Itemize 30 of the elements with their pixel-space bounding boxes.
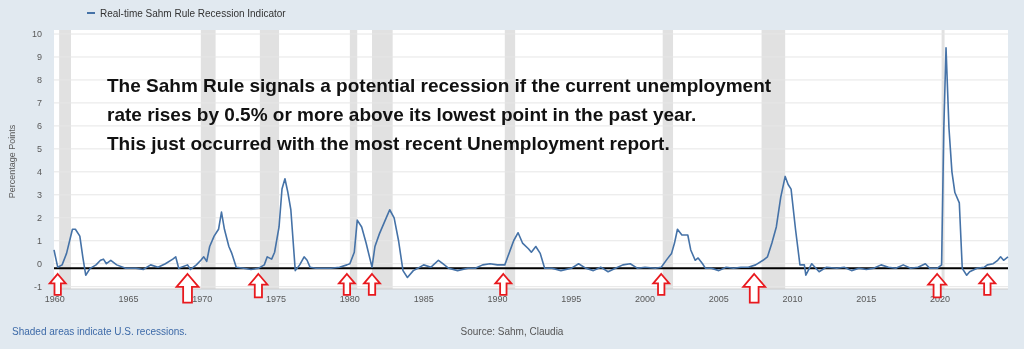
y-tick-label: 4 — [36, 166, 42, 177]
y-tick-label: 1 — [36, 235, 42, 246]
y-tick-label: 0 — [36, 258, 42, 269]
y-tick-label: 7 — [36, 98, 42, 109]
x-tick-label: 2005 — [708, 294, 729, 304]
x-tick-label: 2000 — [634, 294, 656, 304]
x-tick-label: 1960 — [44, 294, 65, 304]
source-note: Source: Sahm, Claudia — [460, 326, 564, 337]
x-tick-label: 2010 — [782, 294, 803, 304]
y-axis-title: Percentage Points — [7, 124, 17, 199]
y-tick-label: 6 — [36, 121, 42, 132]
line-series — [53, 46, 1009, 279]
y-tick-label: 5 — [36, 144, 42, 155]
y-tick-label: 10 — [31, 29, 42, 40]
x-tick-label: 1975 — [266, 294, 287, 304]
y-tick-label: 8 — [36, 75, 42, 86]
y-tick-label: 2 — [36, 212, 42, 223]
text: Shaded areas indicate U.S. recessions. — [12, 326, 188, 337]
y-tick-label: 9 — [36, 52, 42, 63]
x-tick-label: 2015 — [856, 294, 877, 304]
x-tick-label: 1995 — [561, 294, 582, 304]
y-tick-label: 3 — [36, 189, 42, 200]
x-tick-label: 1985 — [413, 294, 434, 304]
annotation: The Sahm Rule signals a potential recession if the current unemployment rate rises by 0.5% or more above its lowest point in the past year. This just occurred with the most recent Unemployment report. — [107, 75, 772, 154]
legend-label: Real-time Sahm Rule Recession Indicator — [100, 7, 287, 19]
x-tick-label: 1980 — [339, 294, 360, 304]
y-tick-label: -1 — [33, 281, 42, 292]
x-tick-label: 1965 — [118, 294, 139, 304]
x-tick-label: 1970 — [192, 294, 213, 304]
x-tick-label: 1990 — [487, 294, 508, 304]
